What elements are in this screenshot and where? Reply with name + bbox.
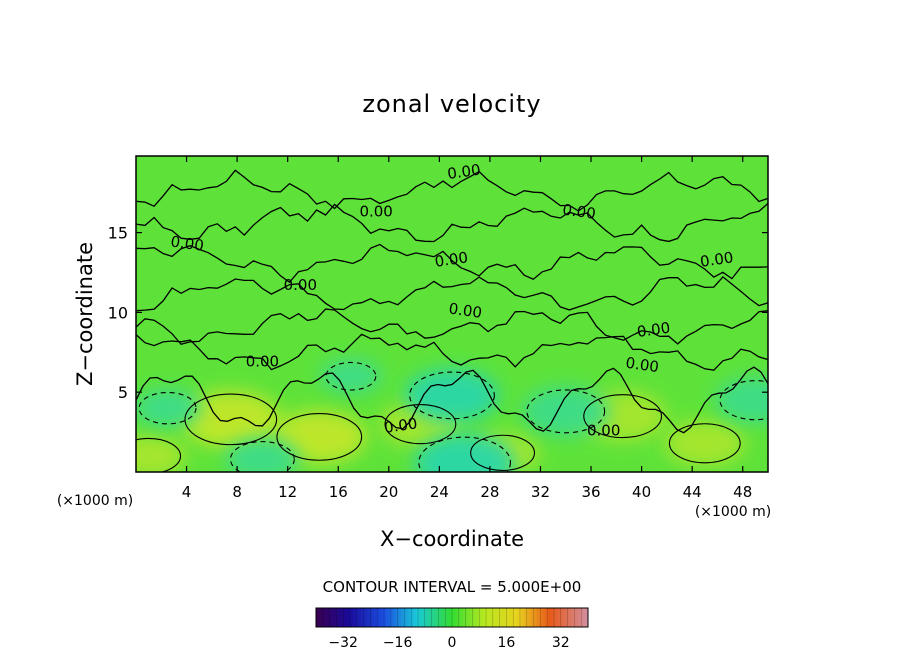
zero-contour-line — [136, 202, 768, 243]
y-tick-label: 10 — [108, 303, 128, 322]
contour-value-label: 0.00 — [446, 161, 482, 183]
x-tick-label: 28 — [480, 483, 499, 501]
field-feature-negative — [714, 377, 768, 424]
contour-value-label: 0.00 — [169, 232, 205, 254]
y-axis: 5 10 15 Z−coordinate — [73, 224, 768, 402]
zero-contour-line — [136, 169, 768, 212]
plot-frame — [135, 155, 769, 473]
x-axis: 4 8 12 16 20 24 28 32 36 40 44 48 X−coordinate (×10… — [57, 156, 771, 551]
contour-value-label: 0.00 — [699, 248, 735, 270]
y-tick-label: 5 — [118, 383, 128, 402]
positive-contour — [276, 412, 363, 461]
zero-contour-line — [136, 308, 768, 346]
chart-title: zonal velocity — [362, 90, 541, 118]
zero-contour-line — [136, 276, 768, 312]
positive-contour — [136, 437, 182, 472]
positive-contour — [184, 393, 278, 446]
contour-value-label: 0.00 — [383, 414, 419, 436]
x-axis-label: X−coordinate — [380, 527, 524, 551]
contour-value-label: 0.00 — [284, 276, 317, 294]
field-feature-negative — [413, 433, 516, 472]
field-feature-negative — [404, 368, 500, 423]
x-unit-right: (×1000 m) — [695, 504, 771, 520]
contour-value-label: 0.00 — [246, 353, 279, 371]
zero-contour-line — [136, 243, 768, 284]
x-tick-label: 44 — [683, 483, 702, 501]
colorbar-tick-label: 16 — [497, 635, 515, 651]
field-feature-positive — [136, 434, 187, 472]
contour-value-label: 0.00 — [359, 203, 392, 221]
field-feature-negative — [521, 386, 610, 437]
x-tick-label: 36 — [581, 483, 600, 501]
field-feature-positive — [664, 420, 746, 467]
positive-contour — [384, 404, 457, 445]
colorbar-tick-label: −32 — [328, 635, 358, 651]
contour-value-label: 0.00 — [561, 200, 597, 222]
positive-contour — [583, 394, 663, 439]
x-tick-label: 16 — [329, 483, 348, 501]
x-tick-label: 24 — [430, 483, 449, 501]
negative-contour — [229, 441, 295, 472]
x-tick-label: 32 — [531, 483, 550, 501]
contour-value-label: 0.00 — [434, 248, 470, 270]
negative-contour — [526, 389, 606, 434]
zero-contour-line — [136, 333, 768, 371]
contour-value-label: 0.00 — [625, 354, 661, 376]
x-unit-left: (×1000 m) — [57, 493, 133, 509]
y-tick-label: 15 — [108, 224, 128, 243]
colorbar-gradient — [315, 607, 589, 628]
zero-contour-line — [136, 366, 768, 434]
colorbar-tick-label: −16 — [383, 635, 413, 651]
x-tick-label: 40 — [632, 483, 651, 501]
colorbar-dividers — [322, 608, 582, 627]
positive-contour — [668, 423, 741, 464]
plot-area: 0.00 0.00 0.00 0.00 0.00 0.00 0.00 0.00 0.00 0.00… — [135, 155, 769, 473]
field-feature-negative — [319, 358, 382, 394]
colorbar-tick-label: 0 — [448, 635, 457, 651]
contour-interval-text: CONTOUR INTERVAL = 5.000E+00 — [323, 578, 582, 596]
positive-contour — [470, 434, 536, 471]
x-tick-label: 4 — [182, 483, 192, 501]
contour-value-label: 0.00 — [448, 299, 484, 321]
x-tick-label: 48 — [733, 483, 752, 501]
contour-value-label: 0.00 — [587, 421, 620, 439]
colorbar: −32 −16 0 16 32 — [315, 607, 589, 651]
x-tick-label: 12 — [278, 483, 297, 501]
field-feature-negative — [136, 388, 202, 428]
negative-contour — [409, 371, 495, 420]
contour-lines — [136, 169, 768, 472]
y-axis-label: Z−coordinate — [73, 242, 97, 386]
negative-contour — [418, 436, 511, 472]
contour-value-label: 0.00 — [636, 319, 672, 341]
negative-contour — [138, 391, 197, 425]
x-tick-label: 8 — [232, 483, 242, 501]
colorbar-tick-label: 32 — [552, 635, 570, 651]
contour-labels: 0.00 0.00 0.00 0.00 0.00 0.00 0.00 0.00 0.00 0.00… — [169, 161, 734, 440]
negative-contour — [325, 361, 377, 391]
x-tick-label: 20 — [379, 483, 398, 501]
